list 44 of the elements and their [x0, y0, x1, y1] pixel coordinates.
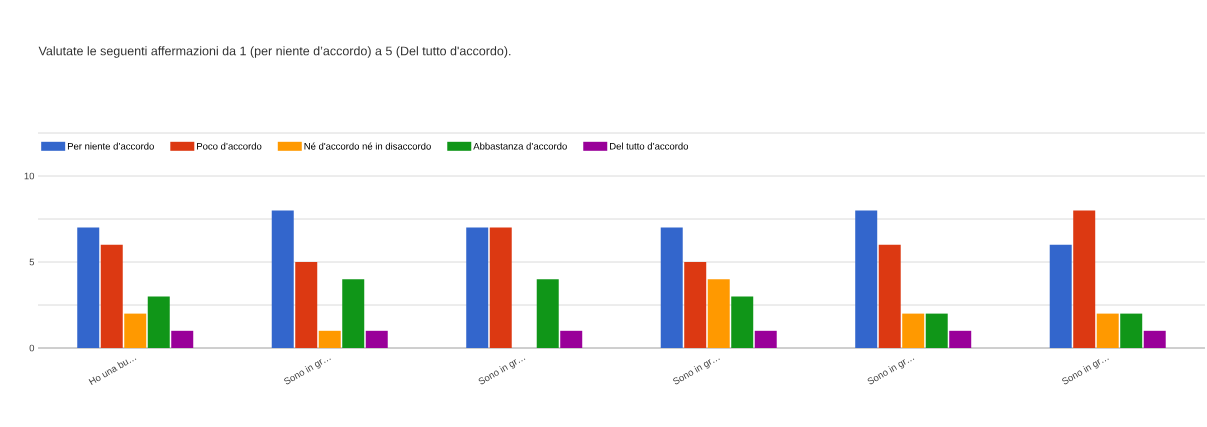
x-tick-label: Sono in gr…	[478, 358, 526, 385]
bar	[902, 313, 925, 348]
bar	[560, 330, 583, 348]
bar	[365, 330, 388, 348]
bar	[466, 227, 489, 348]
x-tick-label: Sono in gr…	[284, 358, 331, 385]
x-tick-label: Ho una bu…	[88, 358, 137, 386]
legend-label: Abbastanza d’accordo	[473, 142, 567, 150]
bar	[318, 330, 341, 348]
bar	[707, 279, 730, 348]
bar	[754, 330, 777, 348]
y-tick-label: 0	[29, 344, 35, 352]
legend-label: Per niente d’accordo	[67, 142, 154, 150]
bar	[1143, 330, 1166, 348]
bar	[271, 210, 294, 348]
bar	[660, 227, 683, 348]
bar	[925, 313, 948, 348]
bar	[100, 244, 123, 348]
chart-title: Valutate le seguenti affermazioni da 1 (per niente d’accordo) a 5 (Del tutto d'accordo).	[38, 46, 511, 58]
x-tick-label: Sono in gr…	[1062, 358, 1109, 385]
bar	[171, 330, 194, 348]
bar	[731, 296, 754, 348]
bar	[1073, 210, 1096, 348]
bar	[949, 330, 972, 348]
bar	[147, 296, 170, 348]
x-tick-label: Sono in gr…	[673, 358, 720, 385]
bar	[878, 244, 901, 348]
bar	[684, 262, 707, 348]
bar	[489, 227, 512, 348]
y-tick-label: 10	[24, 172, 35, 180]
legend-label: Del tutto d’accordo	[610, 142, 689, 150]
y-tick-label: 5	[29, 258, 35, 266]
bar	[1096, 313, 1119, 348]
bar	[342, 279, 365, 348]
legend-label: Né d'accordo né in disaccordo	[304, 142, 431, 150]
bar	[1120, 313, 1143, 348]
bar	[77, 227, 100, 348]
bar	[536, 279, 559, 348]
legend-label: Poco d’accordo	[197, 142, 262, 150]
bar	[295, 262, 318, 348]
bar	[124, 313, 147, 348]
x-tick-label: Sono in gr…	[867, 358, 915, 385]
bar	[1049, 244, 1072, 348]
bar	[855, 210, 878, 348]
